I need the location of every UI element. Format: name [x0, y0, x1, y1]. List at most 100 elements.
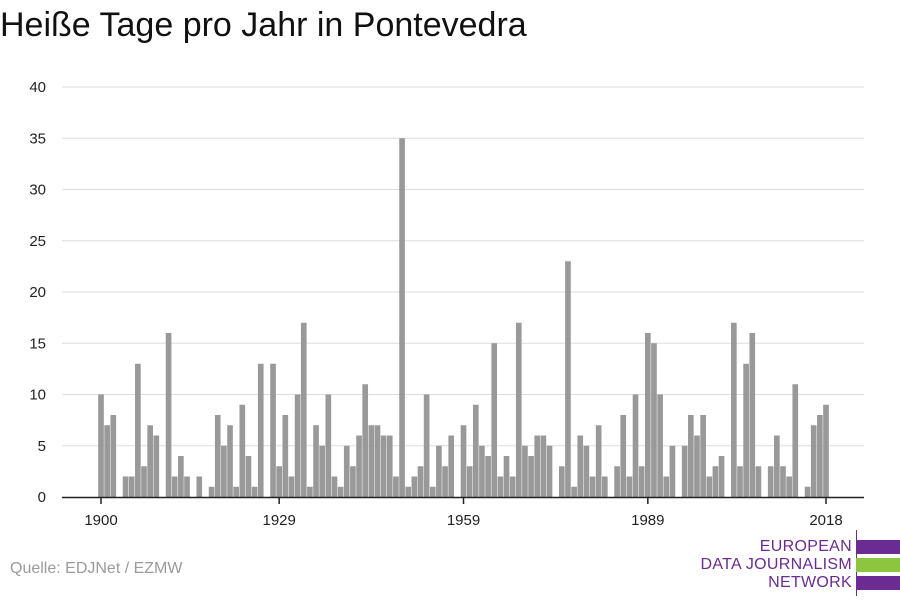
bar-1949	[399, 138, 405, 497]
bar-1971	[534, 435, 541, 497]
y-tick-label: 25	[29, 233, 46, 250]
bars	[98, 138, 829, 497]
logo-bar-1	[856, 540, 900, 554]
bar-1935	[313, 425, 319, 497]
bar-1953	[423, 394, 430, 497]
bar-1923	[239, 404, 246, 497]
bar-1988	[638, 466, 645, 497]
bar-1965	[497, 476, 504, 497]
bar-2011	[780, 466, 786, 497]
bar-1991	[657, 394, 663, 497]
bar-1941	[350, 466, 356, 497]
bar-1986	[626, 476, 633, 497]
bar-1980	[589, 476, 596, 497]
bar-chart: 0 5 10 15 20 25 30 35 40 1900 1929 1959 1989 2018	[29, 79, 864, 529]
bar-1960	[466, 466, 473, 497]
bar-1938	[331, 476, 338, 497]
bar-2000	[712, 466, 719, 497]
bar-1901	[104, 425, 110, 497]
bar-1967	[509, 476, 516, 497]
bar-1995	[681, 445, 688, 497]
bar-1902	[110, 415, 117, 497]
bar-1979	[583, 445, 590, 497]
bar-1904	[122, 476, 129, 497]
bar-1987	[632, 394, 639, 497]
bar-1933	[300, 322, 307, 497]
bar-1970	[528, 456, 534, 497]
bar-1990	[651, 343, 657, 497]
bar-2007	[755, 466, 762, 497]
y-tick-label: 40	[29, 79, 46, 96]
bar-1932	[294, 394, 301, 497]
bar-1943	[362, 384, 369, 497]
bar-1909	[153, 435, 160, 497]
bar-2009	[767, 466, 774, 497]
x-axis-ticks: 1900 1929 1959 1989 2018	[84, 497, 843, 529]
bar-1978	[577, 435, 584, 497]
chart-title: Heiße Tage pro Jahr in Pontevedra	[0, 6, 527, 44]
bar-1905	[128, 476, 135, 497]
bar-1996	[688, 415, 694, 497]
bar-1925	[251, 486, 258, 497]
edjnet-logo: EUROPEAN DATA JOURNALISM NETWORK	[700, 530, 900, 596]
bar-1997	[694, 435, 700, 497]
bar-1945	[374, 425, 381, 497]
x-tick-label: 2018	[809, 512, 842, 529]
bar-1920	[221, 445, 227, 497]
bar-1918	[208, 486, 215, 497]
bar-1989	[644, 333, 651, 497]
bar-1948	[393, 476, 399, 497]
bar-1972	[540, 435, 547, 497]
bar-2016	[810, 425, 817, 497]
bar-2017	[817, 415, 823, 497]
bar-1911	[165, 333, 172, 497]
x-tick-label: 1929	[262, 512, 295, 529]
x-tick-label: 1959	[447, 512, 480, 529]
y-axis-ticks: 0 5 10 15 20 25 30 35 40	[29, 79, 46, 506]
bar-2004	[737, 466, 743, 497]
logo-line-3: NETWORK	[768, 574, 852, 591]
bar-1919	[214, 415, 221, 497]
x-tick-label: 1989	[631, 512, 664, 529]
bar-1964	[491, 343, 498, 497]
bar-1936	[319, 445, 326, 497]
bar-1968	[515, 322, 522, 497]
bar-1924	[245, 456, 252, 497]
logo-line-2: DATA JOURNALISM	[700, 556, 852, 573]
bar-1928	[270, 363, 276, 497]
x-tick-label: 1900	[84, 512, 117, 529]
source-note: Quelle: EDJNet / EZMW	[10, 560, 183, 577]
bar-2006	[749, 333, 756, 497]
bar-1966	[503, 456, 510, 497]
bar-1939	[337, 486, 344, 497]
logo-bar-2	[856, 558, 900, 572]
bar-1934	[307, 486, 313, 497]
bar-1951	[411, 476, 418, 497]
bar-1992	[663, 476, 670, 497]
logo-line-1: EUROPEAN	[759, 538, 852, 555]
bar-1954	[429, 486, 436, 497]
bar-1913	[178, 456, 184, 497]
bar-1969	[522, 445, 528, 497]
bar-1921	[227, 425, 233, 497]
bar-1916	[196, 476, 203, 497]
bar-1982	[601, 476, 608, 497]
bar-1940	[343, 445, 350, 497]
y-tick-label: 15	[29, 335, 46, 352]
y-tick-label: 35	[29, 130, 46, 147]
bar-1937	[325, 394, 332, 497]
bar-2010	[774, 435, 780, 497]
bar-1963	[485, 456, 491, 497]
bar-1985	[620, 415, 627, 497]
bar-1957	[448, 435, 455, 497]
bar-1922	[233, 486, 239, 497]
bar-1998	[700, 415, 706, 497]
bar-2005	[743, 363, 749, 497]
bar-1914	[184, 476, 190, 497]
bar-1931	[288, 476, 295, 497]
y-tick-label: 5	[38, 438, 46, 455]
bar-1956	[442, 466, 448, 497]
bar-1961	[472, 404, 479, 497]
y-tick-label: 30	[29, 182, 46, 199]
bar-1952	[417, 466, 424, 497]
